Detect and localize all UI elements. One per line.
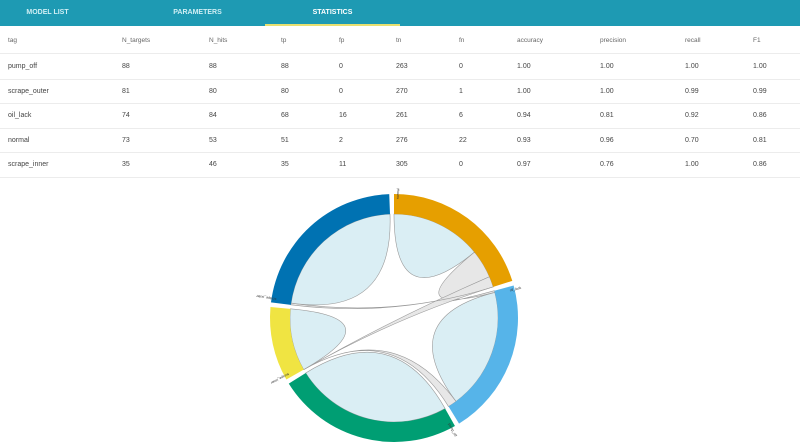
table-row: oil_lack 74 84 68 16 261 6 0.94 0.81 0.92 0.86 — [0, 104, 800, 129]
cell-precision: 0.76 — [600, 161, 614, 168]
cell-recall: 0.92 — [685, 112, 699, 119]
cell-tag: normal — [8, 136, 30, 144]
table-row: scrape_outer 81 80 80 0 270 1 1.00 1.00 0.99 0.99 — [0, 80, 800, 104]
cell-precision: 0.96 — [600, 136, 614, 144]
cell-fn: 1 — [459, 87, 463, 95]
cell-tp: 68 — [281, 112, 289, 119]
group-arc-oil_lack[interactable] — [448, 285, 518, 424]
cell-precision: 1.00 — [600, 63, 614, 70]
group-label-scrape_outer: scrape_outer — [255, 294, 277, 301]
group-label-oil_lack: oil_lack — [509, 286, 522, 293]
cell-f1: 0.81 — [753, 136, 767, 144]
table-row: pump_off 88 88 88 0 263 0 1.00 1.00 1.00 1.00 — [0, 55, 800, 80]
cell-n-hits: 53 — [209, 136, 217, 144]
cell-recall: 1.00 — [685, 161, 699, 168]
cell-tn: 261 — [396, 112, 408, 119]
chord-pump_off-pump_off[interactable] — [305, 351, 446, 423]
cell-n-targets: 81 — [122, 87, 130, 95]
column-header-n-targets[interactable]: N_targets — [122, 37, 151, 44]
cell-accuracy: 1.00 — [517, 63, 531, 70]
cell-recall: 0.70 — [685, 136, 699, 144]
cell-fp: 16 — [339, 112, 347, 119]
cell-n-targets: 88 — [122, 63, 130, 70]
cell-precision: 0.81 — [600, 112, 614, 119]
cell-fn: 0 — [459, 63, 463, 70]
cell-accuracy: 0.97 — [517, 161, 531, 168]
table-header: tag N_targets N_hits tp fp tn fn accuracy precis… — [0, 29, 800, 54]
cell-tp: 51 — [281, 136, 289, 144]
cell-f1: 0.86 — [753, 161, 767, 168]
table-row: normal 73 53 51 2 276 22 0.93 0.96 0.70 0.81 — [0, 129, 800, 153]
chord-scrape_inner-scrape_inner[interactable] — [289, 308, 347, 370]
column-header-recall[interactable]: recall — [685, 37, 701, 44]
cell-tp: 80 — [281, 87, 289, 95]
column-header-f1[interactable]: F1 — [753, 37, 761, 44]
group-label-pump_off: pump_off — [447, 423, 457, 438]
group-arc-pump_off[interactable] — [288, 373, 455, 442]
tab-model-list[interactable]: MODEL LIST — [26, 9, 69, 16]
cell-n-hits: 84 — [209, 112, 217, 119]
cell-fp: 0 — [339, 87, 343, 95]
cell-f1: 0.86 — [753, 112, 767, 119]
cell-fp: 2 — [339, 136, 343, 144]
column-header-tp[interactable]: tp — [281, 37, 287, 44]
cell-tp: 88 — [281, 63, 289, 70]
column-header-accuracy[interactable]: accuracy — [517, 37, 544, 44]
cell-f1: 1.00 — [753, 63, 767, 70]
group-arc-scrape_outer[interactable] — [270, 194, 391, 305]
cell-f1: 0.99 — [753, 87, 767, 95]
cell-fn: 6 — [459, 112, 463, 119]
group-arc-scrape_inner[interactable] — [270, 307, 304, 380]
group-label-normal: normal — [396, 188, 400, 199]
cell-accuracy: 0.94 — [517, 112, 531, 119]
cell-fp: 11 — [339, 161, 347, 168]
chord-scrape_outer-scrape_outer[interactable] — [290, 213, 391, 306]
column-header-tag[interactable]: tag — [8, 37, 18, 44]
cell-n-targets: 35 — [122, 161, 130, 168]
cell-precision: 1.00 — [600, 87, 614, 95]
column-header-fn[interactable]: fn — [459, 37, 465, 44]
cell-recall: 0.99 — [685, 87, 699, 95]
cell-tp: 35 — [281, 161, 289, 168]
column-header-tn[interactable]: tn — [396, 37, 402, 44]
column-header-n-hits[interactable]: N_hits — [209, 37, 228, 44]
cell-tag: pump_off — [8, 63, 38, 70]
cell-n-hits: 80 — [209, 87, 217, 95]
cell-fp: 0 — [339, 63, 343, 70]
cell-tag: scrape_outer — [8, 87, 49, 95]
cell-recall: 1.00 — [685, 63, 699, 70]
cell-accuracy: 1.00 — [517, 87, 531, 95]
cell-tn: 270 — [396, 87, 408, 95]
column-header-fp[interactable]: fp — [339, 37, 345, 44]
tab-statistics[interactable]: STATISTICS — [265, 0, 400, 26]
tab-parameters[interactable]: PARAMETERS — [173, 9, 222, 16]
cell-fn: 0 — [459, 161, 463, 168]
cell-n-targets: 73 — [122, 136, 130, 144]
table-row: scrape_inner 35 46 35 11 305 0 0.97 0.76 1.00 0.86 — [0, 153, 800, 178]
cell-fn: 22 — [459, 136, 467, 144]
cell-tn: 305 — [396, 161, 408, 168]
cell-n-hits: 88 — [209, 63, 217, 70]
tab-bar: MODEL LIST PARAMETERS STATISTICS — [0, 0, 800, 26]
group-arc-normal[interactable] — [394, 194, 513, 287]
cell-tn: 276 — [396, 136, 408, 144]
cell-n-targets: 74 — [122, 112, 130, 119]
cell-tag: scrape_inner — [8, 161, 49, 168]
cell-tn: 263 — [396, 63, 408, 70]
cell-accuracy: 0.93 — [517, 136, 531, 144]
chord-oil_lack-scrape_inner[interactable] — [303, 349, 457, 407]
column-header-precision[interactable]: precision — [600, 37, 627, 44]
cell-n-hits: 46 — [209, 161, 217, 168]
cell-tag: oil_lack — [8, 112, 32, 119]
